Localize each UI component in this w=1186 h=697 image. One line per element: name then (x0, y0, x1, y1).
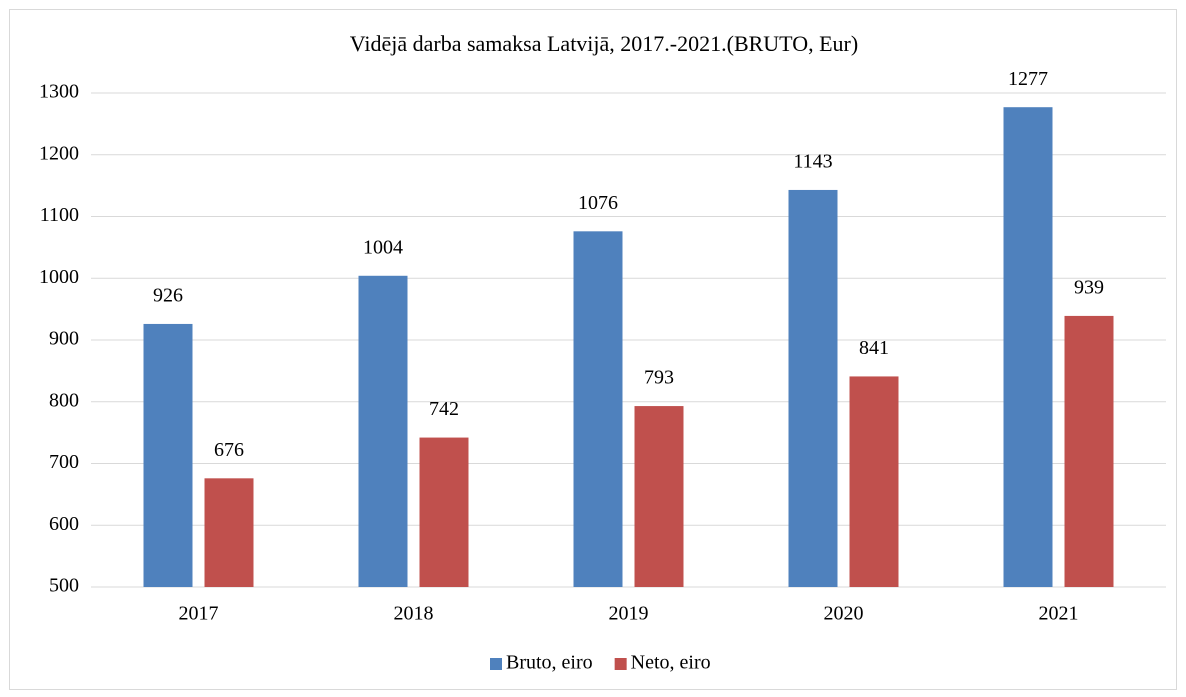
x-tick-label: 2020 (824, 603, 864, 625)
bar (634, 406, 684, 587)
data-label: 841 (859, 337, 889, 359)
data-label: 1143 (793, 151, 832, 173)
x-tick-label: 2019 (609, 603, 649, 625)
chart-title: Vidējā darba samaksa Latvijā, 2017.-2021… (350, 31, 858, 56)
legend-swatch (490, 658, 502, 670)
data-label: 1277 (1008, 68, 1048, 90)
bar (788, 189, 838, 587)
x-tick-label: 2017 (179, 603, 219, 625)
bar (849, 376, 899, 587)
legend-label: Neto, eiro (631, 652, 711, 674)
data-label: 742 (429, 398, 459, 420)
data-label: 1076 (578, 192, 618, 214)
x-tick-label: 2021 (1039, 603, 1079, 625)
x-tick-label: 2018 (394, 603, 434, 625)
legend-label: Bruto, eiro (506, 652, 593, 674)
bar (358, 275, 408, 587)
y-tick-label: 1000 (39, 266, 79, 288)
data-label: 926 (153, 285, 183, 307)
y-tick-label: 1200 (39, 142, 79, 164)
y-tick-label: 1300 (39, 81, 79, 103)
y-tick-label: 500 (49, 575, 79, 597)
bar (1064, 315, 1114, 587)
y-tick-label: 600 (49, 513, 79, 535)
bar (1003, 107, 1053, 587)
bar (204, 478, 254, 587)
y-tick-label: 800 (49, 389, 79, 411)
y-tick-label: 900 (49, 328, 79, 350)
y-tick-label: 700 (49, 451, 79, 473)
y-tick-label: 1100 (40, 204, 79, 226)
data-label: 939 (1074, 277, 1104, 299)
data-label: 1004 (363, 236, 403, 258)
bar (419, 437, 469, 587)
data-label: 676 (214, 439, 244, 461)
bar (573, 231, 623, 587)
data-label: 793 (644, 367, 674, 389)
bar (143, 323, 193, 587)
legend-swatch (614, 658, 627, 670)
